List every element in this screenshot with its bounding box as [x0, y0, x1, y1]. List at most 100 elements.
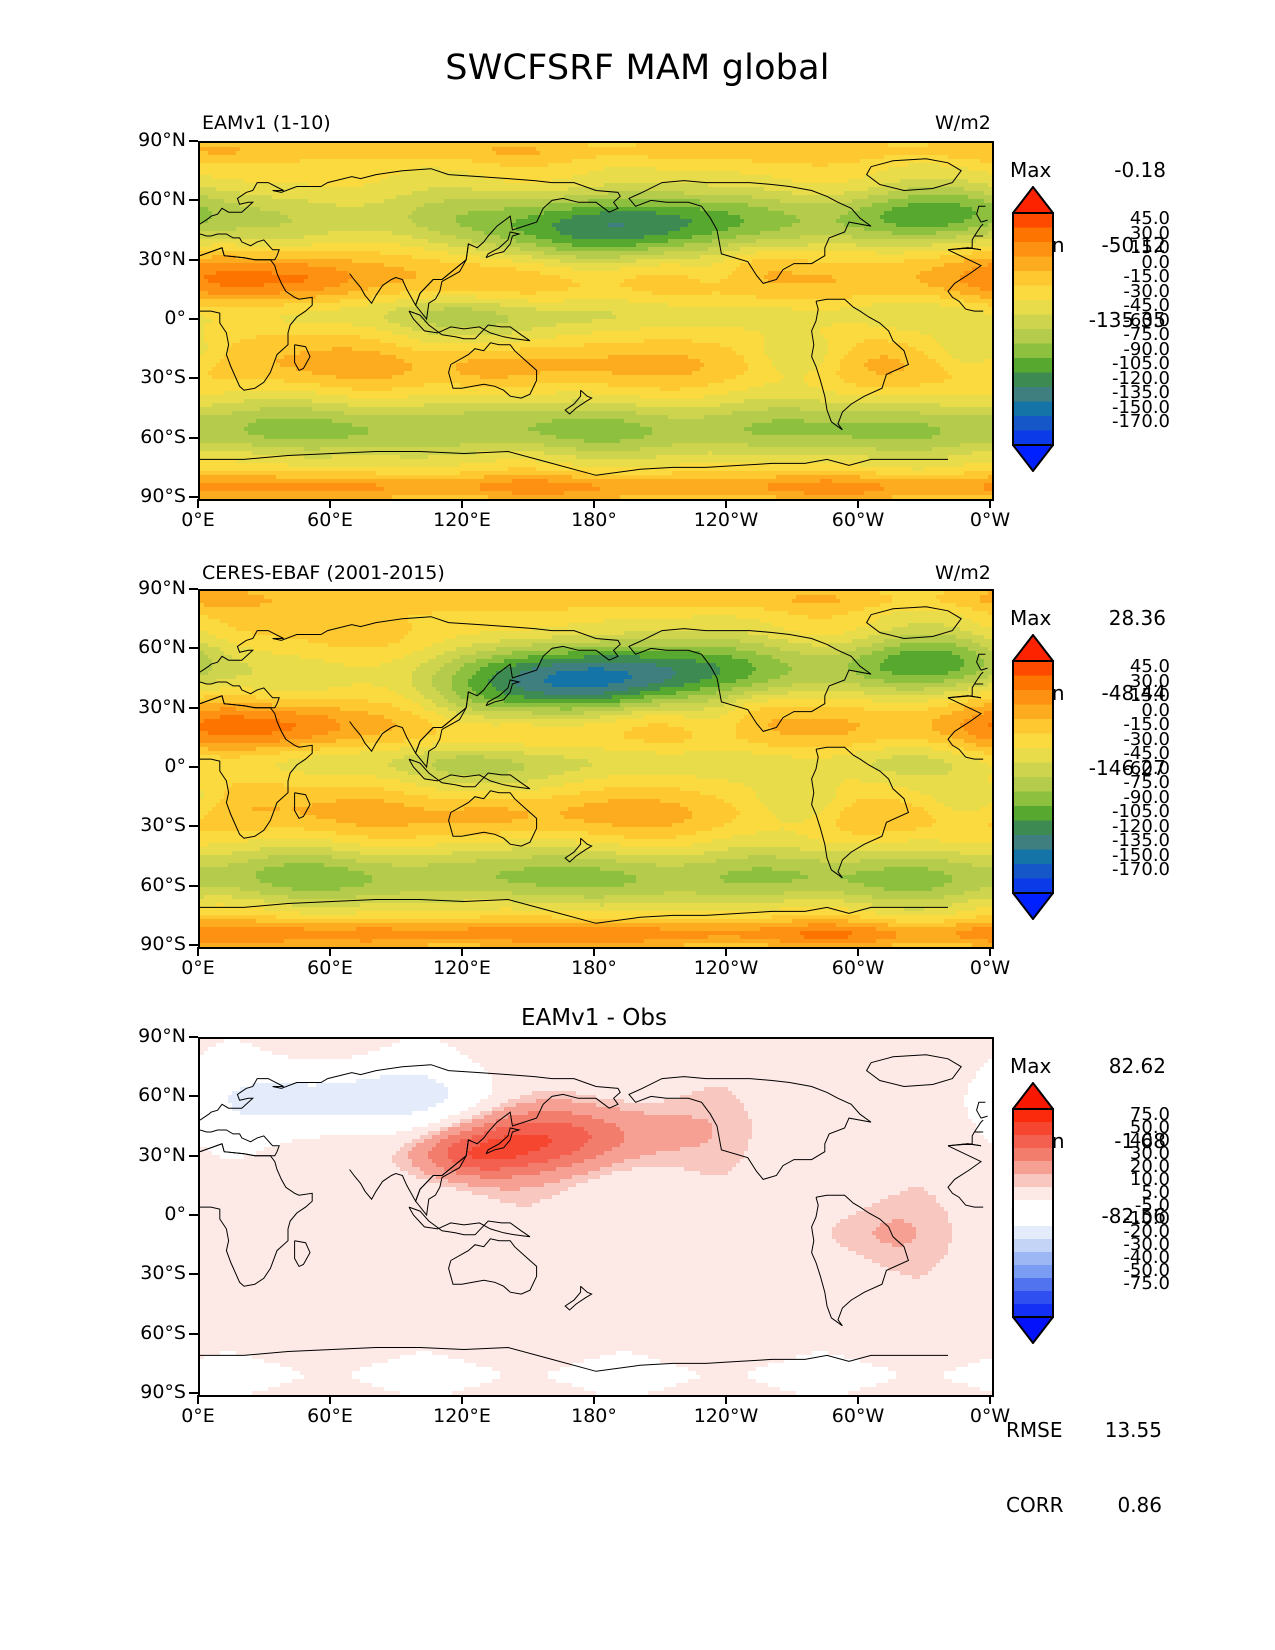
coastline — [294, 792, 311, 820]
colorbar-band — [1013, 849, 1053, 865]
ytick-label-1-0: 90°N — [138, 577, 186, 599]
colorbar-band — [1013, 820, 1053, 836]
colorbar-min-arrow — [1012, 444, 1054, 472]
xtick-mark — [593, 1395, 595, 1404]
colorbar-band — [1013, 1291, 1053, 1305]
colorbar-tick-4: -15.0 — [1123, 714, 1170, 736]
coastline — [349, 691, 469, 755]
colorbar-band — [1013, 835, 1053, 851]
stat-label-max: Max — [1010, 158, 1052, 182]
colorbar-tick-8: -75.0 — [1123, 324, 1170, 346]
colorbar-tick-9: -90.0 — [1123, 338, 1170, 360]
coastline — [976, 1101, 988, 1119]
xtick-label-1-3: 180° — [571, 957, 617, 979]
panel-model-label: EAMv1 (1-10) — [202, 112, 331, 134]
stat-value-min: -135.35 — [1088, 308, 1166, 332]
xtick-mark — [725, 1395, 727, 1404]
colorbar-band — [1013, 1278, 1053, 1292]
colorbar-band — [1013, 1187, 1053, 1201]
colorbar-tick-2: 15.0 — [1129, 685, 1170, 707]
xtick-label-0-3: 180° — [571, 509, 617, 531]
ytick-mark — [189, 1214, 198, 1216]
colorbar-tick-12: -50.0 — [1123, 1259, 1170, 1281]
coastline — [485, 231, 521, 259]
colorbar-tick-8: -10.0 — [1123, 1207, 1170, 1229]
coastline — [349, 1139, 469, 1203]
coastline — [811, 746, 910, 879]
colorbar-tick-5: -30.0 — [1123, 728, 1170, 750]
colorbar-tick-10: -105.0 — [1111, 353, 1170, 375]
xtick-label-1-1: 60°E — [307, 957, 353, 979]
ytick-mark — [189, 1273, 198, 1276]
xtick-label-0-2: 120°E — [433, 509, 491, 531]
colorbar-band — [1013, 1213, 1053, 1227]
colorbar-tick-0: 45.0 — [1129, 656, 1170, 678]
xtick-mark — [197, 499, 199, 508]
coastline — [200, 1346, 948, 1372]
colorbar-band — [1013, 719, 1053, 735]
ytick-label-0-6: 90°S — [140, 485, 186, 507]
xtick-label-2-4: 120°W — [693, 1405, 759, 1427]
colorbar-band — [1013, 690, 1053, 706]
colorbar-band — [1013, 733, 1053, 749]
coastline — [628, 1076, 872, 1180]
colorbar-tick-3: 30.0 — [1129, 1142, 1170, 1164]
colorbar-band — [1013, 1265, 1053, 1279]
colorbar-band — [1013, 661, 1053, 677]
stat-value-mean: -48.44 — [1101, 681, 1166, 705]
coastline — [448, 1238, 538, 1295]
colorbar-tick-4: 20.0 — [1129, 1155, 1170, 1177]
colorbar-tick-13: -150.0 — [1111, 396, 1170, 418]
xtick-label-0-0: 0°E — [181, 509, 215, 531]
colorbar-ticklabels-diff: 75.0 50.0 40.0 30.0 20.0 10.0 5.0 -5.0 -10.0 -20.… — [1064, 1082, 1170, 1342]
ytick-label-0-0: 90°N — [138, 129, 186, 151]
colorbar-band — [1013, 675, 1053, 691]
colorbar-band — [1013, 1200, 1053, 1214]
colorbar-band — [1013, 1161, 1053, 1175]
colorbar-diff — [1012, 1082, 1054, 1344]
stat-value-min: -82.56 — [1101, 1204, 1166, 1228]
ytick-label-2-2: 30°N — [138, 1143, 186, 1166]
colorbar-model — [1012, 186, 1054, 472]
coastline — [811, 1194, 910, 1327]
colorbar-band — [1013, 878, 1053, 894]
xtick-label-1-0: 0°E — [181, 957, 215, 979]
colorbar-min-arrow — [1012, 1316, 1054, 1344]
ytick-mark — [189, 1332, 198, 1335]
colorbar-tick-8: -75.0 — [1123, 772, 1170, 794]
colorbar-band — [1013, 1174, 1053, 1188]
stat-value-max: 82.62 — [1108, 1054, 1166, 1078]
ytick-label-2-1: 60°N — [138, 1084, 186, 1107]
colorbar-tick-11: -120.0 — [1111, 367, 1170, 389]
colorbar-tick-1: 30.0 — [1129, 222, 1170, 244]
colorbar-tick-0: 45.0 — [1129, 208, 1170, 230]
ytick-label-2-4: 30°S — [140, 1262, 186, 1285]
ytick-mark — [189, 588, 198, 590]
xtick-mark — [329, 1395, 331, 1404]
ytick-label-0-1: 60°N — [138, 188, 186, 211]
xtick-label-2-6: 0°W — [969, 1405, 1011, 1427]
colorbar-tick-2: 40.0 — [1129, 1129, 1170, 1151]
colorbar-band — [1013, 314, 1053, 330]
colorbar-band — [1013, 242, 1053, 258]
colorbar-tick-9: -20.0 — [1123, 1220, 1170, 1242]
ytick-mark — [189, 377, 198, 380]
coastline — [200, 168, 984, 321]
map-obs — [198, 589, 994, 949]
xtick-label-2-1: 60°E — [307, 1405, 353, 1427]
panel-obs-units: W/m2 — [935, 562, 991, 584]
ytick-label-0-4: 30°S — [140, 366, 186, 389]
colorbar-max-arrow — [1012, 186, 1054, 214]
xtick-label-2-3: 180° — [571, 1405, 617, 1427]
xtick-mark — [725, 499, 727, 508]
xtick-mark — [461, 1395, 463, 1404]
xtick-label-1-6: 0°W — [969, 957, 1011, 979]
ytick-label-0-3: 0° — [164, 307, 186, 329]
ytick-label-1-4: 30°S — [140, 814, 186, 837]
ytick-mark — [189, 496, 198, 498]
coastline — [200, 1064, 984, 1217]
coastline — [294, 344, 311, 372]
colorbar-tick-12: -135.0 — [1111, 382, 1170, 404]
ytick-label-0-5: 60°S — [140, 425, 186, 448]
colorbar-tick-13: -75.0 — [1123, 1272, 1170, 1294]
